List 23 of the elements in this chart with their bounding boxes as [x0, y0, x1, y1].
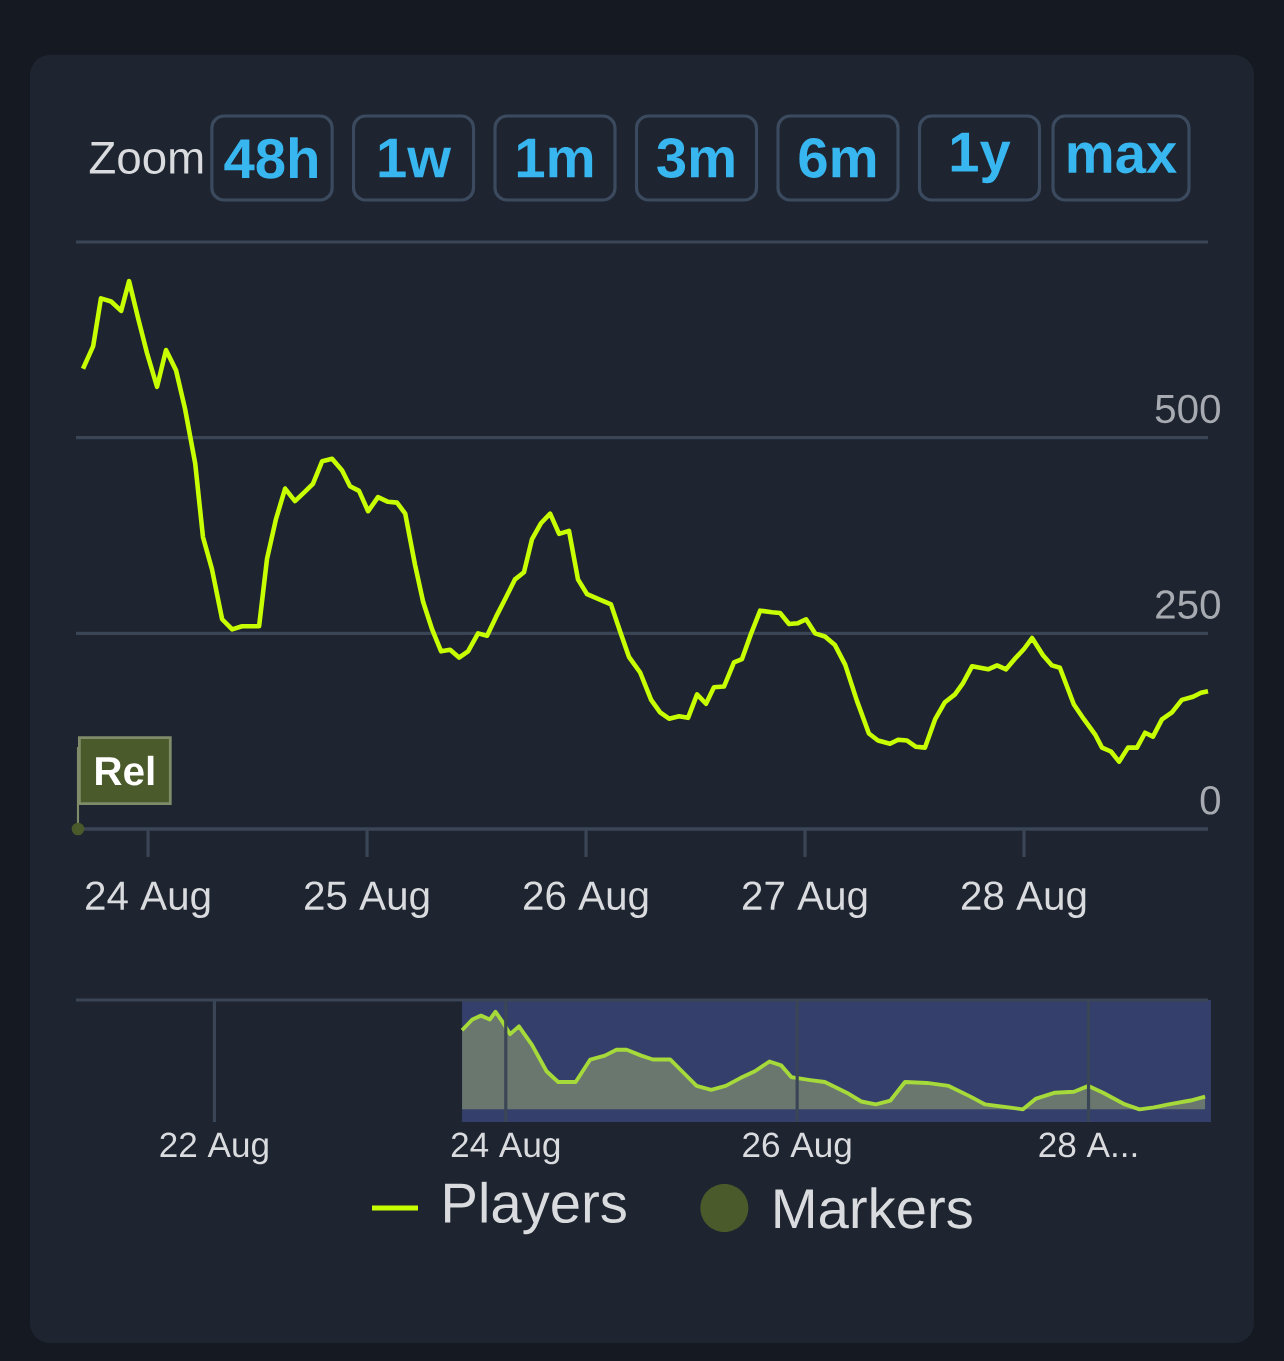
- text: max: [1068, 142, 1177, 174]
- x-tick-label: 28 A...: [1039, 1132, 1137, 1158]
- text: 1m: [517, 138, 593, 178]
- legend-label: Players: [445, 1181, 626, 1235]
- x-tick-label: 24 Aug: [451, 1132, 560, 1165]
- legend-label: Markers: [775, 1187, 972, 1229]
- x-tick-label: 26 Aug: [524, 881, 648, 919]
- x-tick-label: 27 Aug: [743, 881, 867, 919]
- text: 3m: [657, 138, 734, 178]
- annotation: Rel: [96, 755, 154, 786]
- y-tick-label: 250: [1156, 590, 1220, 619]
- x-tick-label: 28 Aug: [961, 881, 1086, 919]
- text: 1y: [951, 132, 1011, 184]
- text: 48h: [224, 137, 317, 179]
- text: 6m: [799, 138, 876, 178]
- x-tick-label: 26 Aug: [743, 1132, 851, 1165]
- x-tick-label: 25 Aug: [305, 881, 429, 919]
- x-tick-label: 24 Aug: [86, 881, 210, 919]
- x-tick-label: 22 Aug: [160, 1132, 268, 1165]
- text: 1w: [379, 138, 452, 178]
- text: Zoom: [89, 142, 203, 174]
- y-tick-label: 0: [1200, 785, 1220, 815]
- y-tick-label: 500: [1155, 394, 1220, 424]
